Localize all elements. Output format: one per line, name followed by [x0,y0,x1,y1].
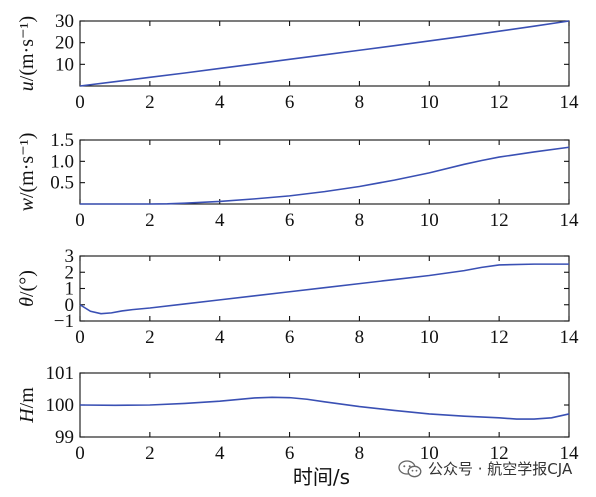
x-tick-label: 14 [560,210,580,231]
plot-frame [79,139,570,205]
series-line [79,396,570,420]
x-tick-label: 12 [490,210,509,231]
x-tick-label: 0 [75,443,85,464]
x-tick-label: 12 [490,327,509,348]
watermark-text: 公众号 · 航空学报CJA [428,460,573,478]
y-tick-label: 0 [65,295,75,316]
x-tick-label: 6 [285,327,295,348]
x-tick-label: 4 [215,443,225,464]
series-line [79,263,569,315]
x-tick-label: 14 [560,443,580,464]
y-tick-label: 100 [46,395,75,416]
y-axis-label: θ/(°) [16,270,38,307]
panel-4: 0 2 4 6 8 10 12 14 99 100 101 H/m 时间/s [16,363,579,489]
watermark: 公众号 · 航空学报CJA [398,458,572,479]
y-axis-label: u/(m·s⁻¹) [16,16,38,91]
x-tick-label: 10 [420,92,439,113]
x-tick-label: 2 [145,210,155,231]
x-tick-label: 8 [355,92,365,113]
y-tick-label: 1.5 [50,130,74,151]
x-tick-label: 10 [420,327,439,348]
x-tick-label: 14 [560,327,580,348]
x-tick-label: 4 [215,327,225,348]
x-tick-label: 4 [215,92,225,113]
y-tick-label: 20 [55,33,74,54]
x-tick-label: 12 [490,92,509,113]
x-tick-label: 8 [355,210,365,231]
y-tick-label: −1 [54,311,74,332]
y-tick-label: 3 [65,246,75,267]
wechat-icon [398,459,422,477]
x-tick-label: 0 [75,92,85,113]
x-tick-label: 2 [145,327,155,348]
x-tick-label: 4 [215,210,225,231]
x-tick-label: 12 [490,443,509,464]
x-tick-label: 8 [355,327,365,348]
y-tick-label: 10 [55,54,74,75]
x-tick-label: 0 [75,210,85,231]
y-tick-label: 0.5 [50,173,74,194]
y-tick-label: 1.0 [50,151,74,172]
series-line [79,20,570,87]
x-tick-label: 8 [355,443,365,464]
x-axis-label: 时间/s [293,465,350,489]
y-tick-label: 30 [55,11,74,32]
y-tick-label: 2 [65,262,75,283]
x-tick-label: 0 [75,327,85,348]
y-tick-label: 99 [55,427,74,448]
x-tick-label: 6 [285,443,295,464]
plot-frame [79,20,570,87]
x-tick-label: 10 [420,210,439,231]
panel-2: 0 2 4 6 8 10 12 14 0.51.01.5 w/(m·s⁻¹) [16,130,579,231]
y-tick-label: 101 [46,363,75,384]
x-tick-label: 2 [145,92,155,113]
y-axis-label: H/m [16,387,38,424]
x-tick-label: 2 [145,443,155,464]
series-line [80,146,570,205]
x-tick-label: 6 [285,210,295,231]
x-tick-label: 6 [285,92,295,113]
x-tick-label: 10 [420,443,439,464]
y-axis-label: w/(m·s⁻¹) [16,133,38,212]
x-tick-label: 14 [560,92,580,113]
y-tick-label: 1 [65,279,75,300]
